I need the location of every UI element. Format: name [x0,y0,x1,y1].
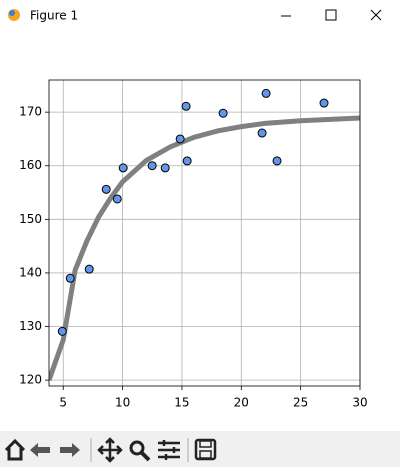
data-point [160,163,170,173]
zoom-button[interactable] [129,440,151,462]
x-tick-label: 25 [293,396,308,410]
axes-frame [48,79,361,387]
data-point [272,156,282,166]
data-point [101,184,111,194]
plot-area [49,80,361,386]
x-tick-label: 10 [115,396,130,410]
back-button[interactable] [30,443,50,457]
y-tick-label: 170 [19,105,42,119]
x-tick-label: 5 [59,396,67,410]
window-title: Figure 1 [30,9,78,23]
y-tick-label: 150 [19,212,42,226]
title-bar [0,0,400,32]
data-point [319,98,329,108]
data-point [182,156,192,166]
data-point [84,264,94,274]
forward-button[interactable] [60,443,80,457]
app-icon [8,9,20,21]
y-tick-label: 120 [19,373,42,387]
y-tick-label: 130 [19,319,42,333]
pan-button[interactable] [97,437,123,463]
data-point [147,161,157,171]
x-tick-label: 20 [234,396,249,410]
y-tick-label: 160 [19,158,42,172]
data-point [261,88,271,98]
y-tick-label: 140 [19,265,42,279]
data-point [65,273,75,283]
data-point [218,108,228,118]
close-button[interactable] [370,9,382,21]
data-point [257,128,267,138]
data-point [112,194,122,204]
x-tick-label: 30 [352,396,367,410]
data-point [181,101,191,111]
configure-button[interactable] [158,440,180,460]
fit-curve [49,115,360,381]
data-point [118,163,128,173]
axes-background [49,80,360,386]
data-point [175,134,185,144]
data-point [57,326,67,336]
maximize-button[interactable] [325,9,337,21]
home-button[interactable] [4,438,26,461]
x-tick-label: 15 [174,396,189,410]
save-button[interactable] [194,438,217,461]
